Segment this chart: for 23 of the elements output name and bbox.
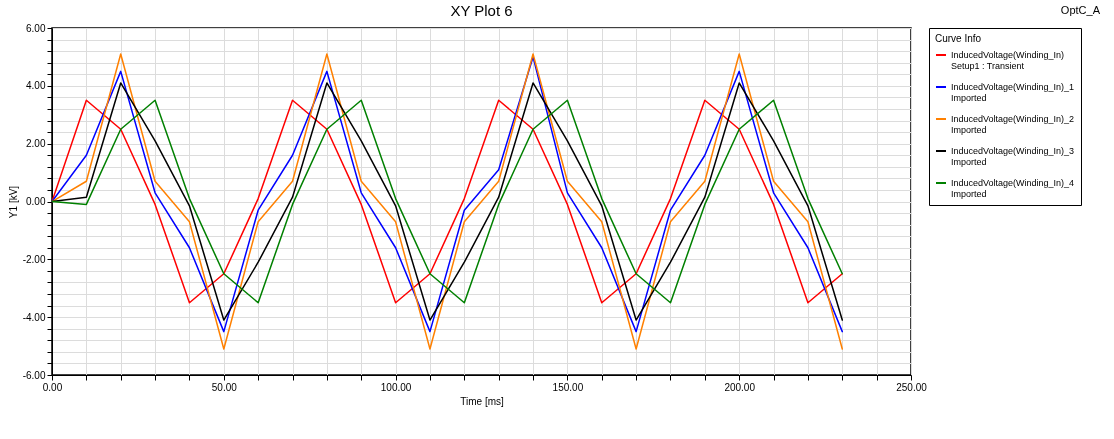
chart-title: XY Plot 6	[450, 2, 513, 19]
x-axis-title: Time [ms]	[460, 395, 504, 407]
legend-label: InducedVoltage(Winding_In)_1 Imported	[951, 82, 1075, 103]
y-tick-label: 4.00	[26, 80, 46, 92]
y-tick-label: 0.00	[26, 196, 46, 207]
x-tick-label: 100.00	[380, 381, 412, 393]
y-tick-label: 6.00	[26, 22, 46, 34]
y-tick-label: 2.00	[26, 138, 46, 150]
x-tick-label: 50.00	[211, 381, 238, 393]
y-tick-label: -6.00	[22, 369, 46, 381]
legend-label: InducedVoltage(Winding_In)_2 Imported	[951, 114, 1075, 135]
legend-label: InducedVoltage(Winding_In)_4 Imported	[951, 178, 1075, 199]
y-axis-title: Y1 [kV]	[7, 185, 19, 219]
legend-label: InducedVoltage(Winding_In) Setup1 : Transient	[951, 50, 1065, 71]
x-tick-label: 250.00	[896, 381, 928, 393]
legend-label: InducedVoltage(Winding_In)_3 Imported	[951, 146, 1075, 167]
y-tick-label: -2.00	[22, 253, 46, 265]
x-tick-label: 0.00	[42, 381, 63, 393]
y-tick-label: -4.00	[22, 311, 46, 323]
x-tick-label: 150.00	[552, 381, 584, 393]
legend-title: Curve Info	[935, 33, 982, 44]
x-tick-label: 200.00	[724, 381, 756, 393]
text: OptC_A	[1060, 4, 1100, 16]
